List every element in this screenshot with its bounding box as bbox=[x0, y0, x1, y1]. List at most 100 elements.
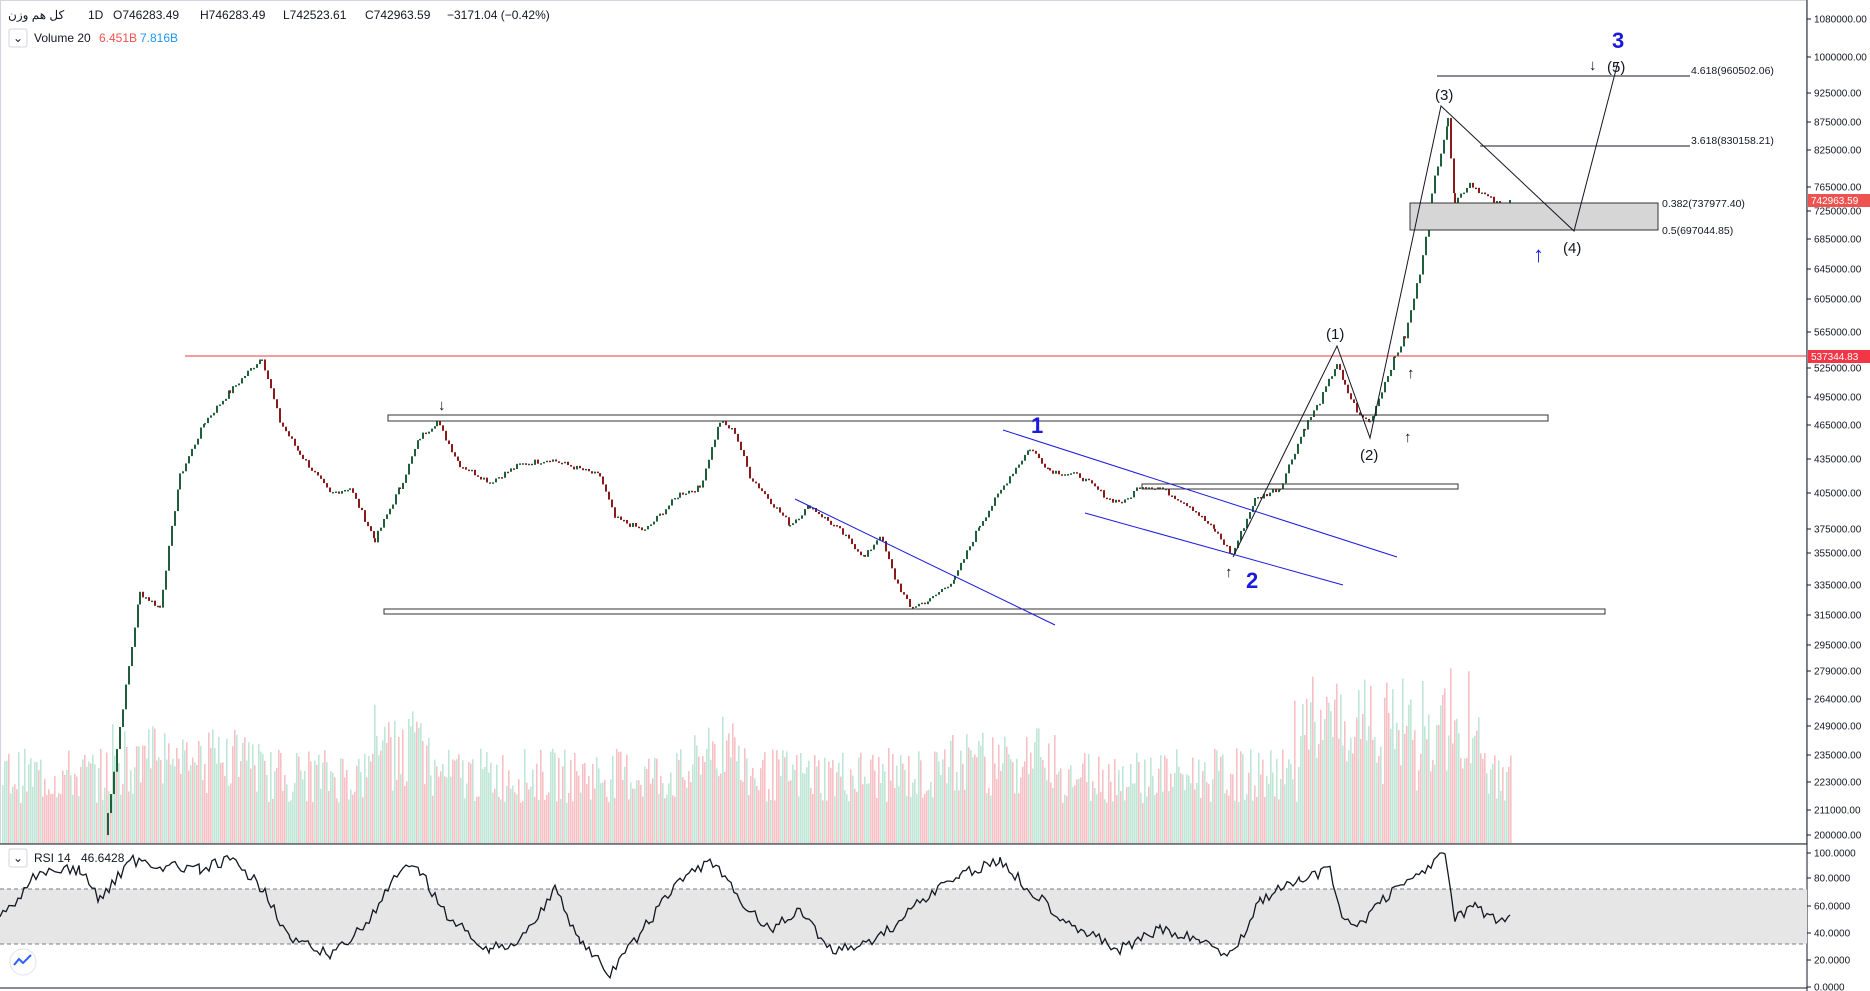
candle bbox=[145, 597, 147, 599]
volume-bar bbox=[550, 751, 552, 843]
volume-bar bbox=[1072, 787, 1074, 843]
volume-bar bbox=[216, 763, 218, 843]
candle bbox=[213, 412, 215, 416]
volume-bar bbox=[1470, 763, 1472, 843]
volume-bar bbox=[1436, 724, 1438, 843]
channel-line-2-lower[interactable] bbox=[1084, 512, 1344, 586]
volume-bar bbox=[42, 796, 44, 843]
candle bbox=[1457, 197, 1459, 204]
volume-bar bbox=[1084, 753, 1086, 843]
volume-bar bbox=[808, 760, 810, 843]
volume-bar bbox=[1076, 779, 1078, 843]
volume-bar bbox=[844, 790, 846, 843]
volume-bar bbox=[568, 793, 570, 843]
volume-bar bbox=[1360, 739, 1362, 843]
rsi-collapse-button[interactable] bbox=[8, 848, 28, 868]
candle bbox=[903, 592, 905, 595]
elliott-wave-path[interactable] bbox=[1232, 61, 1619, 558]
candle bbox=[1038, 453, 1040, 459]
candle bbox=[752, 478, 754, 482]
candle bbox=[1291, 459, 1293, 465]
candle bbox=[1297, 443, 1299, 454]
candle bbox=[1183, 502, 1185, 504]
volume-bar bbox=[446, 777, 448, 843]
volume-bar bbox=[466, 783, 468, 843]
candle bbox=[807, 505, 809, 510]
candle bbox=[448, 440, 450, 445]
volume-bar bbox=[192, 757, 194, 843]
rsi-series bbox=[0, 852, 1511, 980]
candle bbox=[994, 497, 996, 506]
volume-bar bbox=[962, 763, 964, 843]
fib-zone-box[interactable] bbox=[1409, 202, 1659, 231]
breakout-box[interactable] bbox=[1141, 483, 1459, 490]
interval-label[interactable]: 1D bbox=[88, 8, 104, 22]
candle bbox=[1067, 474, 1069, 476]
volume-bar bbox=[1120, 791, 1122, 843]
rsi-axis-label: 20.0000 bbox=[1814, 956, 1851, 967]
volume-bar bbox=[574, 752, 576, 843]
resistance-price-tag bbox=[1808, 350, 1870, 363]
volume-bar bbox=[120, 794, 122, 843]
volume-bar bbox=[690, 782, 692, 843]
volume-bar bbox=[1178, 766, 1180, 843]
rsi-axis-label: 60.0000 bbox=[1814, 902, 1851, 913]
volume-bar bbox=[428, 737, 430, 843]
candle bbox=[323, 478, 325, 484]
volume-bar bbox=[1382, 783, 1384, 843]
volume-bar bbox=[804, 773, 806, 843]
rsi-axis[interactable]: 100.0000 80.0000 60.0000 40.0000 20.0000 0.00… bbox=[1807, 849, 1856, 991]
candle bbox=[1300, 436, 1302, 444]
candle bbox=[386, 514, 388, 519]
candle bbox=[1347, 384, 1349, 394]
candle bbox=[714, 439, 716, 448]
volume-bar bbox=[978, 740, 980, 843]
volume-bar bbox=[310, 761, 312, 843]
volume-collapse-button[interactable] bbox=[8, 28, 28, 48]
volume-bar bbox=[1186, 774, 1188, 843]
candle bbox=[383, 518, 385, 528]
range-bottom-box[interactable] bbox=[383, 608, 1606, 615]
candle bbox=[477, 475, 479, 477]
candle bbox=[125, 684, 127, 710]
candle bbox=[1394, 356, 1396, 358]
volume-bar bbox=[1082, 763, 1084, 843]
candle bbox=[605, 484, 607, 492]
volume-bar bbox=[1264, 797, 1266, 843]
candle bbox=[830, 520, 832, 525]
volume-bar bbox=[600, 783, 602, 843]
volume-bar bbox=[590, 799, 592, 843]
volume-bar bbox=[674, 796, 676, 843]
candle bbox=[1223, 539, 1225, 545]
candle bbox=[1440, 153, 1442, 167]
candle bbox=[674, 497, 676, 500]
candle bbox=[1478, 187, 1480, 194]
volume-bar bbox=[376, 735, 378, 843]
volume-bar bbox=[516, 794, 518, 843]
volume-bar bbox=[688, 771, 690, 843]
candle bbox=[534, 459, 536, 465]
volume-bar bbox=[1446, 770, 1448, 843]
volume-bar bbox=[544, 799, 546, 843]
candle bbox=[782, 512, 784, 516]
volume-bar bbox=[814, 755, 816, 843]
volume-bar bbox=[874, 770, 876, 843]
candle bbox=[253, 367, 255, 370]
range-top-box[interactable] bbox=[387, 414, 1549, 422]
volume-bar bbox=[936, 752, 938, 843]
candle bbox=[1177, 499, 1179, 501]
candle bbox=[1422, 255, 1424, 275]
channel-line-1[interactable] bbox=[794, 498, 1056, 626]
candle bbox=[546, 460, 548, 463]
candle bbox=[798, 518, 800, 521]
channel-line-2-upper[interactable] bbox=[1002, 429, 1398, 558]
candle bbox=[543, 461, 545, 464]
candle bbox=[399, 487, 401, 490]
candle bbox=[1316, 404, 1318, 411]
volume-bar bbox=[480, 748, 482, 843]
price-axis[interactable]: 1080000.00 1000000.00 925000.00 875000.00 82… bbox=[1807, 15, 1867, 842]
candle bbox=[1139, 487, 1141, 489]
candle bbox=[629, 523, 631, 527]
